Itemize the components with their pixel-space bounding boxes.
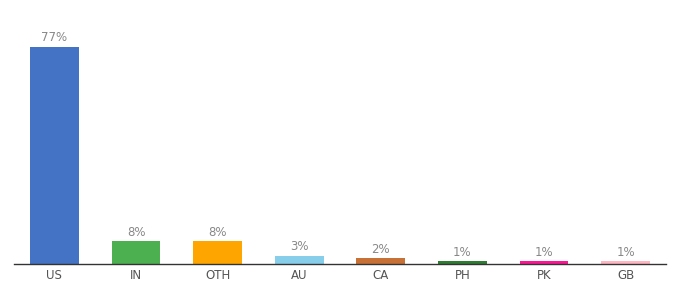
- Bar: [30, 46, 79, 264]
- Bar: [520, 261, 568, 264]
- Bar: [438, 261, 487, 264]
- Text: 1%: 1%: [453, 246, 472, 259]
- Text: 8%: 8%: [126, 226, 146, 239]
- Text: 2%: 2%: [371, 243, 390, 256]
- Bar: [275, 256, 324, 264]
- Bar: [601, 261, 650, 264]
- Text: 77%: 77%: [41, 31, 67, 44]
- Bar: [356, 258, 405, 264]
- Text: 1%: 1%: [616, 246, 635, 259]
- Text: 1%: 1%: [534, 246, 554, 259]
- Text: 3%: 3%: [290, 240, 309, 253]
- Bar: [112, 242, 160, 264]
- Text: 8%: 8%: [208, 226, 227, 239]
- Bar: [193, 242, 242, 264]
